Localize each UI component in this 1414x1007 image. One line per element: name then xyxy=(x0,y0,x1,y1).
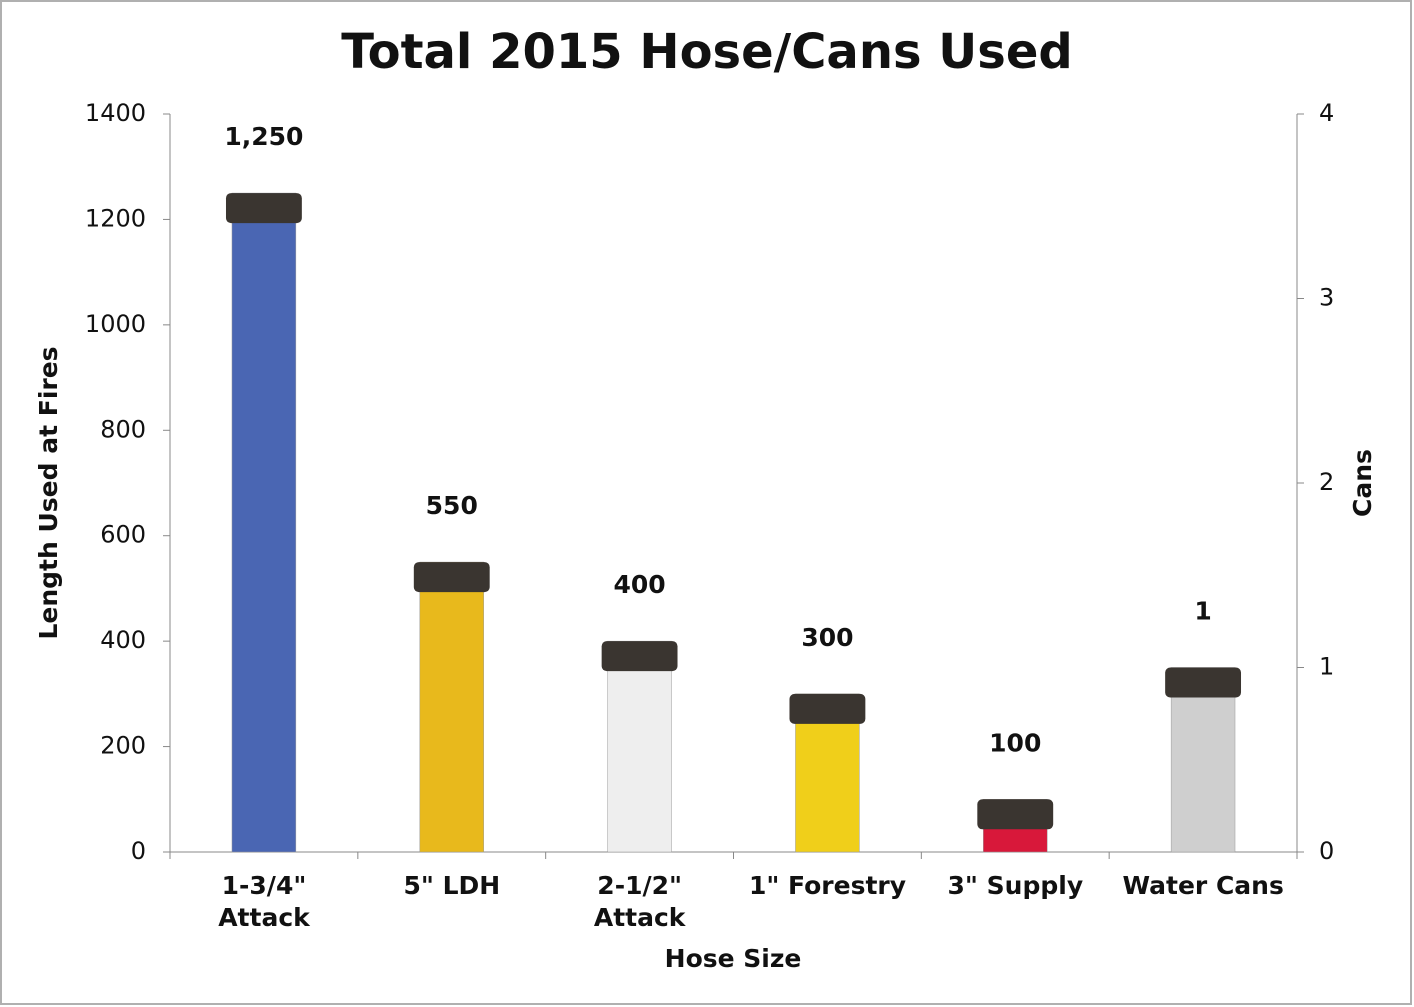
y-tick-label: 1000 xyxy=(85,310,146,338)
hose-coupling xyxy=(601,641,678,672)
x-tick-label: 1-3/4" Attack xyxy=(218,871,310,932)
y-axis-title: Length Used at Fires xyxy=(34,346,63,639)
y-tick-label: 600 xyxy=(100,521,146,549)
x-tick-label: 5" LDH xyxy=(403,871,501,900)
y2-tick-label: 3 xyxy=(1319,284,1334,312)
value-label: 300 xyxy=(801,623,853,652)
x-tick-label: 1" Forestry xyxy=(748,871,907,900)
y-tick-label: 200 xyxy=(100,732,146,760)
bar xyxy=(1170,667,1236,853)
hose-coupling xyxy=(413,562,490,593)
y2-axis-title: Cans xyxy=(1348,449,1377,517)
chart-title: Total 2015 Hose/Cans Used xyxy=(341,24,1072,80)
x-tick-label: Water Cans xyxy=(1122,871,1284,900)
x-tick-label: 3" Supply xyxy=(947,871,1084,900)
hose-coupling xyxy=(789,693,866,724)
y2-tick-label: 2 xyxy=(1319,468,1334,496)
hose-coupling xyxy=(977,799,1054,830)
y-tick-label: 0 xyxy=(131,837,146,865)
bar xyxy=(231,192,297,853)
y2-tick-label: 4 xyxy=(1319,99,1334,127)
bar xyxy=(419,561,484,853)
y-tick-label: 1400 xyxy=(85,99,146,127)
y-tick-label: 1200 xyxy=(85,204,146,232)
value-label: 1,250 xyxy=(224,122,303,151)
value-label: 100 xyxy=(989,728,1041,757)
y2-tick-label: 1 xyxy=(1319,653,1334,681)
value-label: 400 xyxy=(613,570,665,599)
y-tick-label: 800 xyxy=(100,415,146,443)
y2-tick-label: 0 xyxy=(1319,837,1334,865)
x-tick-label: 2-1/2" Attack xyxy=(593,871,686,932)
y-tick-label: 400 xyxy=(100,626,146,654)
value-label: 1 xyxy=(1194,597,1211,626)
value-label: 550 xyxy=(426,491,478,520)
x-axis-title: Hose Size xyxy=(665,944,802,973)
hose-coupling xyxy=(1165,667,1242,698)
bar xyxy=(607,640,672,853)
hose-coupling xyxy=(225,193,302,224)
